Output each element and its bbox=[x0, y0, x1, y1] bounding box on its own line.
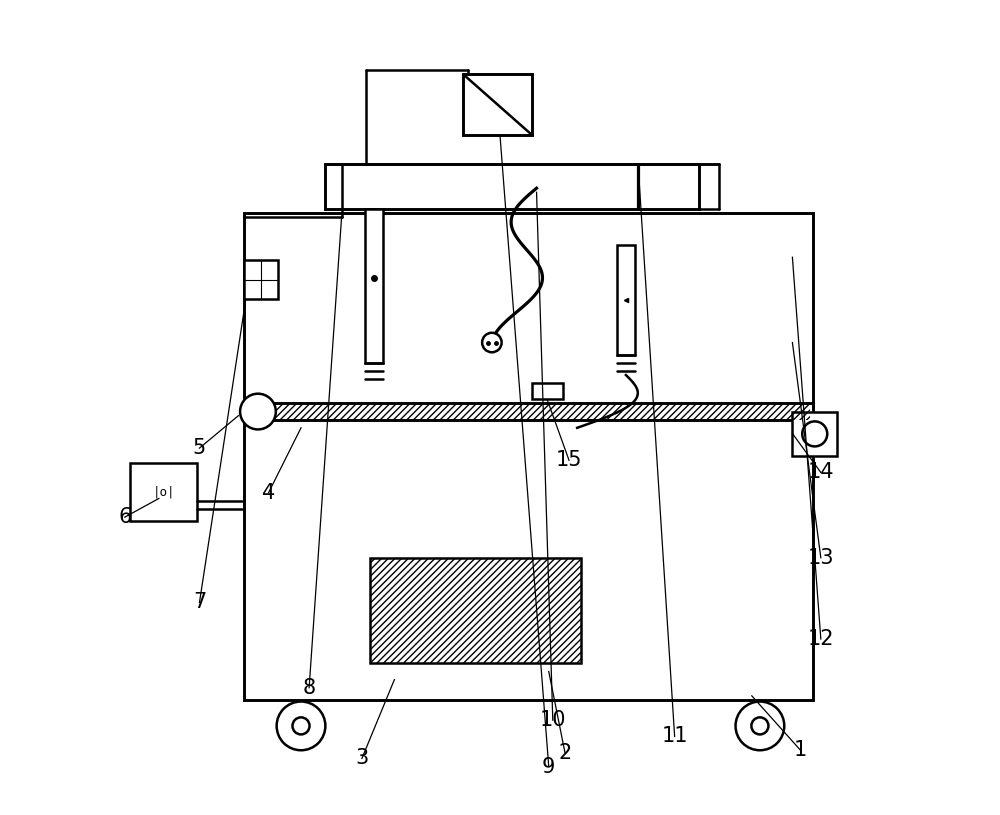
Text: 11: 11 bbox=[661, 726, 688, 747]
Text: 6: 6 bbox=[118, 507, 131, 527]
Circle shape bbox=[802, 421, 827, 447]
Bar bbox=[370, 557, 581, 663]
Circle shape bbox=[482, 333, 502, 352]
Bar bbox=[365, 209, 383, 363]
Bar bbox=[244, 213, 813, 700]
Text: 1: 1 bbox=[794, 740, 807, 760]
Bar bbox=[325, 164, 699, 209]
Bar bbox=[244, 403, 813, 420]
Bar bbox=[792, 412, 837, 456]
Text: 15: 15 bbox=[556, 451, 582, 470]
Text: |o|: |o| bbox=[152, 486, 175, 499]
Bar bbox=[370, 557, 581, 663]
Text: 12: 12 bbox=[808, 629, 834, 649]
Text: 5: 5 bbox=[193, 438, 206, 458]
Text: 8: 8 bbox=[303, 678, 316, 698]
Bar bbox=[247, 403, 810, 420]
Circle shape bbox=[277, 702, 325, 751]
Text: 10: 10 bbox=[540, 710, 566, 730]
Text: 7: 7 bbox=[193, 593, 206, 612]
Bar bbox=[463, 74, 532, 135]
Bar bbox=[130, 463, 197, 522]
Text: 3: 3 bbox=[355, 748, 369, 769]
Text: 14: 14 bbox=[808, 462, 834, 482]
Circle shape bbox=[736, 702, 784, 751]
Text: 13: 13 bbox=[808, 548, 834, 568]
Text: 9: 9 bbox=[542, 756, 555, 777]
Circle shape bbox=[292, 717, 310, 734]
Bar bbox=[244, 261, 278, 299]
Bar bbox=[532, 383, 563, 399]
Text: 2: 2 bbox=[558, 742, 572, 763]
Circle shape bbox=[751, 717, 768, 734]
Text: 4: 4 bbox=[262, 482, 275, 503]
Circle shape bbox=[240, 394, 276, 430]
Bar bbox=[617, 245, 635, 355]
